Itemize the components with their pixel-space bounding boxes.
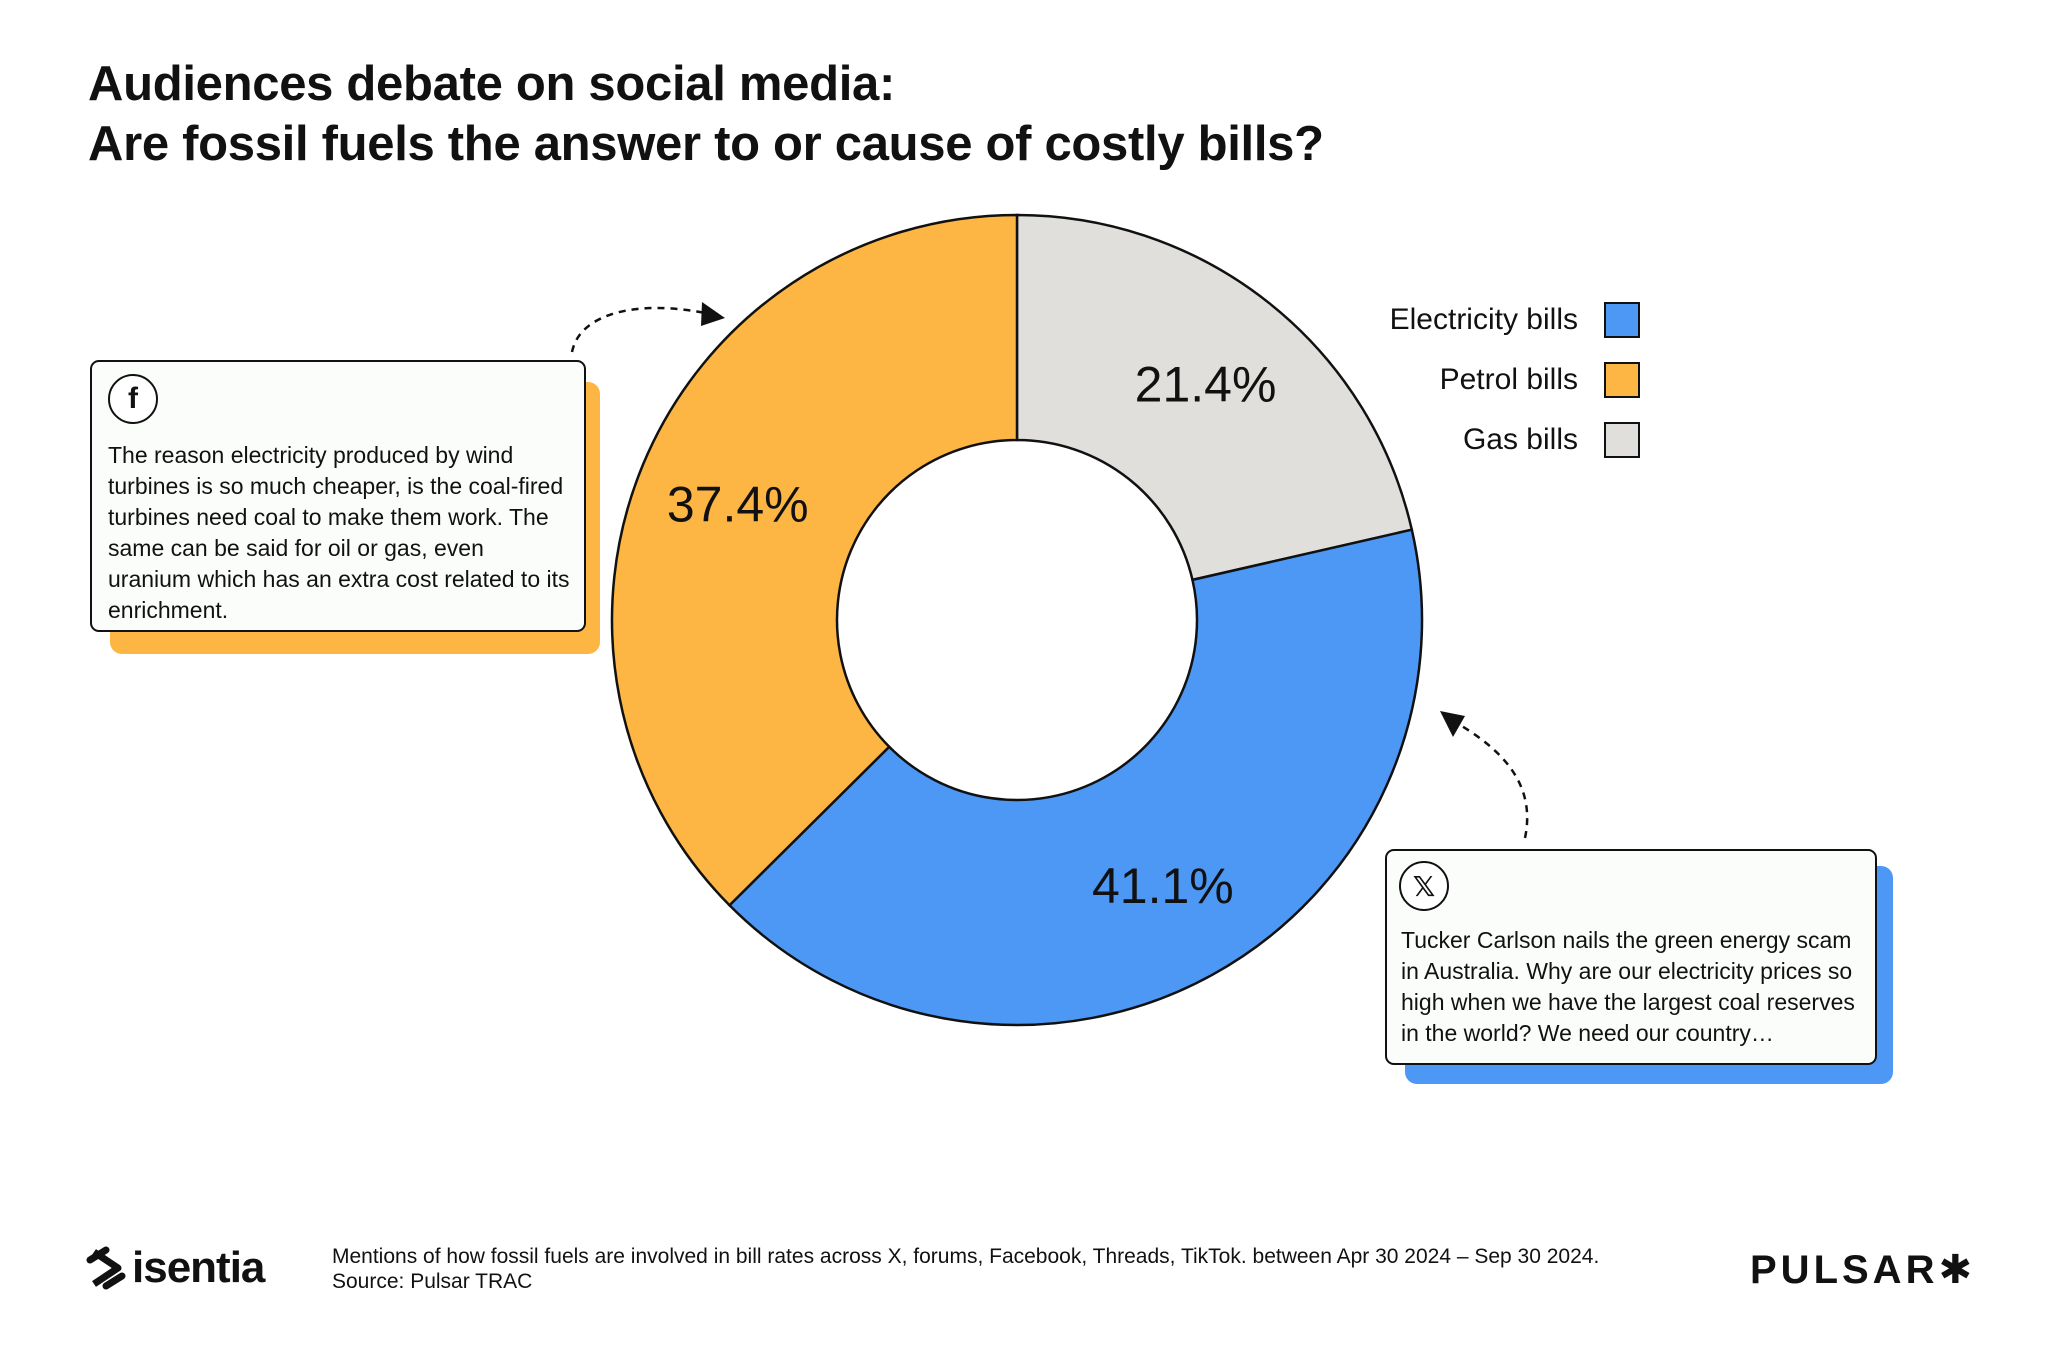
legend-item-petrol: Petrol bills [1280, 350, 1640, 410]
x-post-text: Tucker Carlson nails the green energy sc… [1401, 927, 1855, 1046]
facebook-post-card: f The reason electricity produced by win… [90, 360, 586, 632]
isentia-mark-icon [86, 1246, 126, 1290]
legend-swatch-electricity [1604, 302, 1640, 338]
facebook-post-text: The reason electricity produced by wind … [108, 442, 570, 623]
facebook-arrowhead [701, 302, 725, 326]
legend-item-gas: Gas bills [1280, 410, 1640, 470]
label-petrol: 37.4% [667, 477, 809, 533]
legend-swatch-petrol [1604, 362, 1640, 398]
x-post-card: 𝕏 Tucker Carlson nails the green energy … [1385, 849, 1877, 1065]
slice-gas [1015, 213, 1414, 582]
pulsar-logo: PULSAR✱ [1750, 1248, 1976, 1292]
label-gas: 21.4% [1135, 356, 1277, 412]
title-line-1: Audiences debate on social media: [88, 57, 895, 111]
chart-legend: Electricity bills Petrol bills Gas bills [1280, 290, 1640, 470]
facebook-arrow [570, 306, 706, 353]
footer-source-note: Mentions of how fossil fuels are involve… [332, 1245, 1600, 1293]
slice-petrol [610, 213, 1019, 908]
label-electricity: 41.1% [1092, 858, 1234, 914]
chart-title: Audiences debate on social media: Are fo… [88, 54, 1588, 174]
slice-electricity [727, 528, 1424, 1027]
legend-item-electricity: Electricity bills [1280, 290, 1640, 350]
legend-swatch-gas [1604, 422, 1640, 458]
isentia-logo: isentia [86, 1243, 265, 1293]
legend-label: Gas bills [1462, 423, 1578, 456]
isentia-wordmark: isentia [132, 1243, 265, 1292]
x-arrow [1459, 723, 1529, 839]
x-arrowhead [1440, 711, 1465, 737]
legend-label: Electricity bills [1389, 303, 1578, 336]
facebook-icon: f [108, 374, 158, 424]
x-logo-icon: 𝕏 [1399, 861, 1449, 911]
legend-label: Petrol bills [1439, 363, 1578, 396]
title-line-2: Are fossil fuels the answer to or cause … [88, 117, 1324, 171]
